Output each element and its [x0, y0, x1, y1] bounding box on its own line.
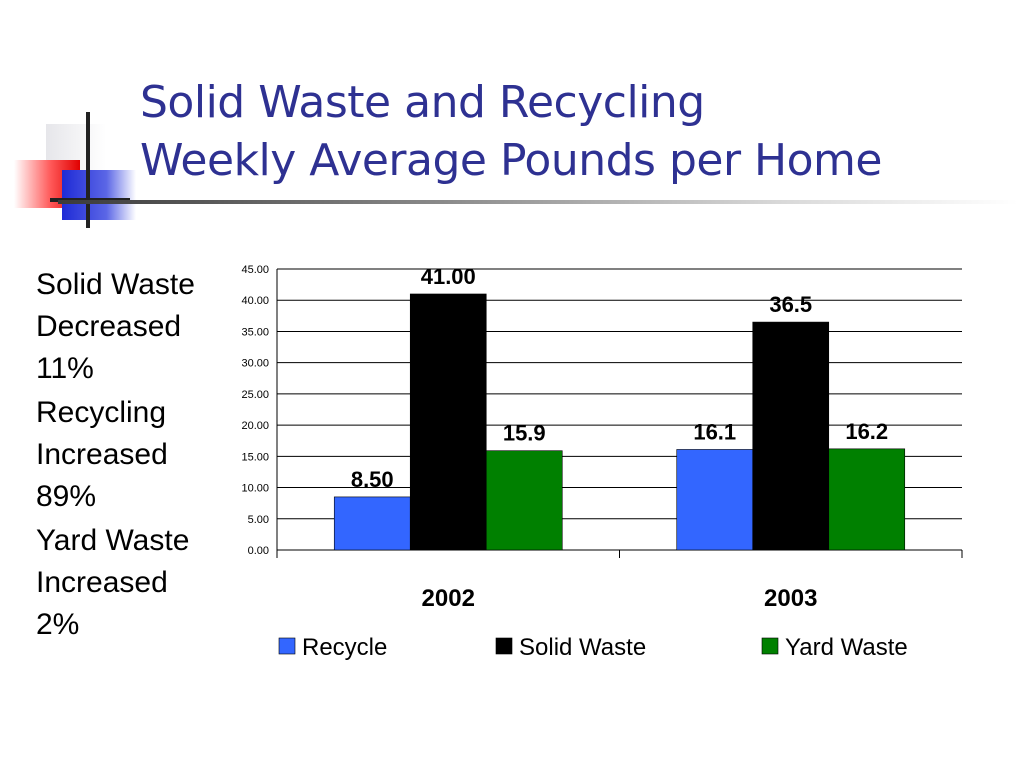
data-label: 16.2 [845, 419, 888, 444]
y-tick-label: 40.00 [241, 295, 269, 307]
data-label: 36.5 [769, 292, 812, 317]
y-tick-label: 0.00 [248, 545, 269, 557]
y-tick-label: 20.00 [241, 420, 269, 432]
bar [752, 321, 830, 551]
data-label: 8.50 [351, 467, 394, 492]
y-tick-label: 30.00 [241, 358, 269, 370]
bullet-text: Increased [36, 566, 168, 599]
bullet-text: 89% [36, 480, 97, 513]
y-tick-label: 10.00 [241, 483, 269, 495]
title-line-1: Solid Waste and Recycling [140, 77, 705, 128]
x-category-label: 2002 [422, 585, 475, 612]
bar [485, 450, 563, 551]
crosshair-squares-logo-icon [14, 112, 136, 228]
page-title: Solid Waste and Recycling Weekly Average… [140, 74, 1010, 190]
data-label: 41.00 [421, 264, 476, 289]
legend-label: Solid Waste [519, 634, 646, 661]
y-tick-label: 25.00 [241, 389, 269, 401]
bar [333, 496, 411, 551]
x-category-label: 2003 [764, 585, 817, 612]
bullet-text: Solid Waste [36, 268, 195, 301]
legend-label: Yard Waste [785, 634, 908, 661]
title-divider [58, 200, 1018, 204]
title-line-2: Weekly Average Pounds per Home [140, 135, 882, 186]
bar [409, 293, 487, 551]
y-tick-label: 15.00 [241, 451, 269, 463]
bullet-text: 2% [36, 608, 80, 641]
bullet-item: Recycling Increased 89% [36, 392, 221, 518]
data-label: 15.9 [503, 421, 546, 446]
legend-swatch [495, 637, 513, 655]
legend-swatch [278, 637, 296, 655]
bullet-text: Increased [36, 438, 168, 471]
bullet-text: Decreased [36, 310, 182, 343]
bar [828, 448, 906, 551]
data-label: 16.1 [693, 419, 736, 444]
legend-label: Recycle [302, 634, 387, 661]
bullet-item: Solid Waste Decreased 11% [36, 264, 221, 390]
y-tick-label: 35.00 [241, 326, 269, 338]
y-tick-label: 45.00 [241, 264, 269, 276]
bullet-text: Yard Waste [36, 524, 190, 557]
bar [676, 449, 754, 551]
y-tick-label: 5.00 [248, 514, 269, 526]
bullet-text: 11% [36, 352, 94, 385]
bullet-item: Yard Waste Increased 2% [36, 520, 221, 646]
legend-swatch [761, 637, 779, 655]
bullet-list: Solid Waste Decreased 11% Recycling Incr… [36, 264, 221, 648]
bullet-text: Recycling [36, 396, 167, 429]
